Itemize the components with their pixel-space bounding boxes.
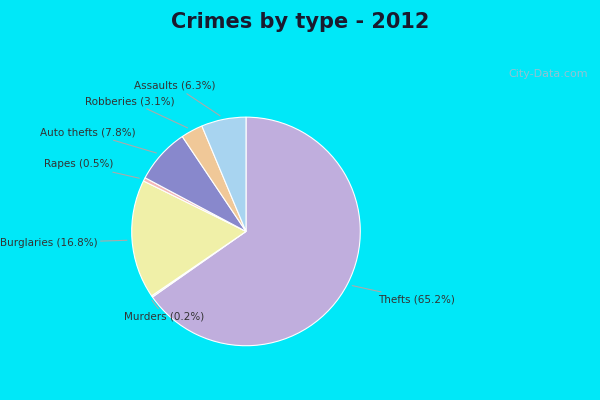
Text: Robberies (3.1%): Robberies (3.1%) — [85, 96, 188, 128]
Text: Burglaries (16.8%): Burglaries (16.8%) — [0, 238, 127, 248]
Text: Auto thefts (7.8%): Auto thefts (7.8%) — [40, 128, 157, 153]
Wedge shape — [145, 136, 246, 232]
Wedge shape — [202, 117, 246, 232]
Text: Assaults (6.3%): Assaults (6.3%) — [134, 81, 220, 116]
Text: Murders (0.2%): Murders (0.2%) — [124, 300, 205, 322]
Wedge shape — [152, 117, 360, 346]
Text: Crimes by type - 2012: Crimes by type - 2012 — [171, 12, 429, 32]
Wedge shape — [182, 126, 246, 232]
Text: Thefts (65.2%): Thefts (65.2%) — [352, 286, 455, 305]
Text: Rapes (0.5%): Rapes (0.5%) — [44, 159, 139, 178]
Wedge shape — [152, 232, 246, 297]
Text: City-Data.com: City-Data.com — [508, 69, 588, 78]
Wedge shape — [132, 181, 246, 296]
Wedge shape — [143, 178, 246, 232]
